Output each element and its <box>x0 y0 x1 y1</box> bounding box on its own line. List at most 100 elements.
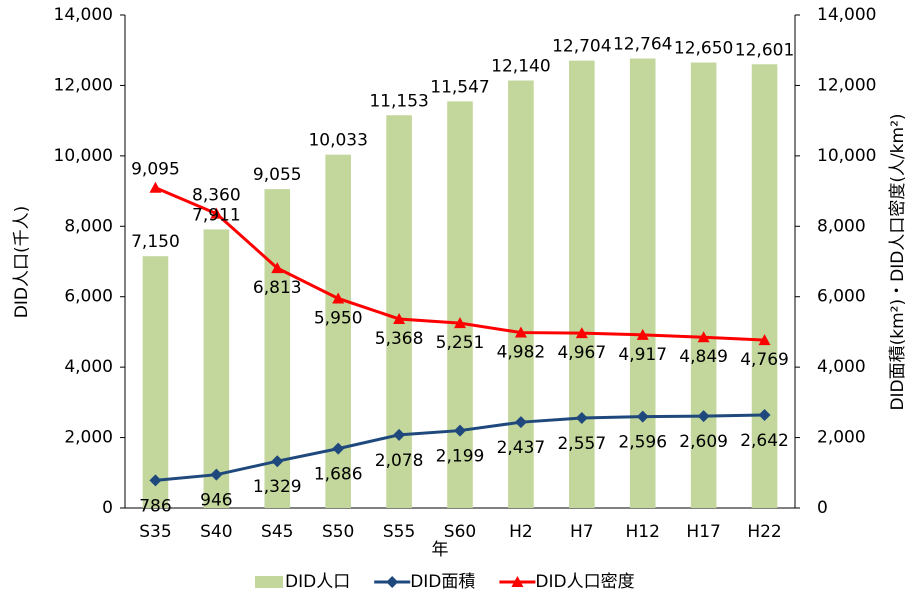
marker <box>393 312 406 324</box>
data-label: 786 <box>139 496 171 516</box>
data-label: 9,095 <box>131 160 180 180</box>
y2-tick-label: 8,000 <box>817 216 866 236</box>
marker <box>332 442 345 455</box>
data-label: 2,437 <box>497 438 546 458</box>
data-label: 1,686 <box>314 465 363 485</box>
data-label: 2,596 <box>618 433 667 453</box>
data-label: 5,368 <box>375 329 424 349</box>
y-tick-label: 14,000 <box>54 5 113 25</box>
marker <box>514 326 527 338</box>
legend-marker <box>511 576 524 587</box>
bar <box>690 62 717 509</box>
bar <box>386 115 412 509</box>
marker <box>332 292 345 304</box>
marker <box>271 262 284 274</box>
data-label: 12,704 <box>552 37 611 57</box>
data-label: 4,917 <box>618 345 667 365</box>
marker <box>210 207 223 219</box>
y-tick-label: 8,000 <box>64 216 113 236</box>
x-tick-label: H22 <box>747 522 781 542</box>
data-label: 10,033 <box>308 131 367 151</box>
y2-axis-title: DID面積(km²)・DID人口密度(人/km²) <box>888 113 908 410</box>
legend-label: DID面積 <box>410 572 475 592</box>
y2-tick-label: 6,000 <box>817 287 866 307</box>
marker <box>697 410 710 423</box>
bar <box>264 189 291 508</box>
x-axis-title: 年 <box>432 540 449 560</box>
marker <box>758 334 771 346</box>
data-label: 4,982 <box>497 343 546 363</box>
marker <box>149 181 162 193</box>
marker <box>271 455 284 468</box>
data-label: 12,140 <box>491 56 550 76</box>
y-tick-label: 12,000 <box>54 75 113 95</box>
bar <box>142 256 169 508</box>
x-tick-label: S35 <box>139 522 171 542</box>
data-label: 12,764 <box>613 35 672 55</box>
data-label: 11,153 <box>369 91 428 111</box>
data-label: 7,150 <box>131 232 180 252</box>
y-tick-label: 2,000 <box>64 428 113 448</box>
x-tick-label: H7 <box>570 522 594 542</box>
data-label: 7,911 <box>192 205 241 225</box>
data-label: 12,601 <box>735 40 794 60</box>
data-label: 2,642 <box>740 431 789 451</box>
legend-label: DID人口密度 <box>535 572 634 592</box>
y2-tick-label: 2,000 <box>817 428 866 448</box>
data-label: 2,078 <box>375 451 424 471</box>
y2-tick-label: 10,000 <box>817 146 876 166</box>
x-tick-label: H12 <box>626 522 660 542</box>
x-tick-label: S40 <box>200 522 232 542</box>
bar <box>447 101 473 508</box>
marker <box>393 428 406 441</box>
y-tick-label: 4,000 <box>64 357 113 377</box>
y2-tick-label: 14,000 <box>817 5 876 25</box>
marker <box>575 327 588 339</box>
marker <box>575 411 588 424</box>
y2-tick-label: 0 <box>817 498 828 518</box>
data-label: 11,547 <box>430 77 489 97</box>
data-label: 4,967 <box>557 343 606 363</box>
legend-label: DID人口 <box>285 572 350 592</box>
data-label: 6,813 <box>253 278 302 298</box>
bar <box>751 64 778 509</box>
y2-tick-label: 4,000 <box>817 357 866 377</box>
legend-swatch <box>255 576 283 588</box>
y-axis-title: DID人口(千人) <box>12 206 32 318</box>
data-label: 2,199 <box>436 447 485 467</box>
y2-tick-label: 12,000 <box>817 75 876 95</box>
data-label: 946 <box>200 491 232 511</box>
x-tick-label: S50 <box>322 522 354 542</box>
x-tick-label: S45 <box>261 522 293 542</box>
y-tick-label: 0 <box>102 498 113 518</box>
legend-marker <box>386 576 399 588</box>
y-tick-label: 6,000 <box>64 287 113 307</box>
marker <box>454 424 466 437</box>
marker <box>697 331 710 343</box>
y-tick-label: 10,000 <box>54 146 113 166</box>
marker <box>636 328 649 340</box>
bar <box>508 80 534 509</box>
x-tick-label: H17 <box>686 522 720 542</box>
marker <box>210 468 223 481</box>
bar <box>203 229 230 508</box>
bar <box>629 58 656 509</box>
data-label: 4,849 <box>679 347 728 367</box>
data-label: 8,360 <box>192 186 241 206</box>
marker <box>514 416 527 429</box>
marker <box>636 410 649 423</box>
x-tick-label: S60 <box>444 522 476 542</box>
data-label: 2,557 <box>557 434 606 454</box>
bar <box>569 60 595 508</box>
marker <box>758 408 771 421</box>
data-label: 2,609 <box>679 432 728 452</box>
data-label: 1,329 <box>253 477 302 497</box>
data-label: 9,055 <box>253 165 302 185</box>
data-label: 5,950 <box>314 308 363 328</box>
x-tick-label: S55 <box>383 522 415 542</box>
bar <box>325 154 351 508</box>
data-label: 5,251 <box>436 333 485 353</box>
marker <box>454 317 466 329</box>
marker <box>149 474 162 487</box>
